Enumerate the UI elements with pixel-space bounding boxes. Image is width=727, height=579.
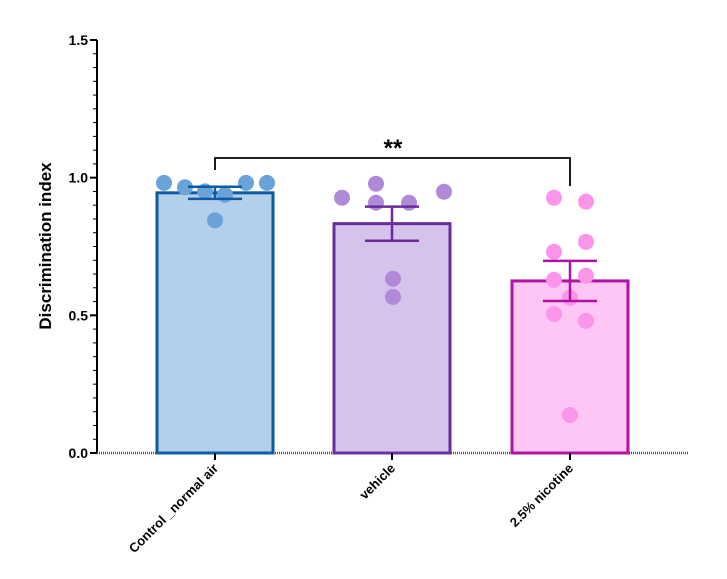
data-point bbox=[546, 189, 562, 206]
data-point bbox=[368, 194, 384, 211]
y-tick-label: 0.0 bbox=[69, 445, 89, 461]
data-point bbox=[546, 271, 562, 288]
data-point bbox=[578, 312, 594, 329]
data-point bbox=[217, 186, 233, 203]
data-point bbox=[156, 174, 172, 191]
bar bbox=[510, 279, 630, 455]
data-point bbox=[238, 174, 254, 191]
bar bbox=[332, 222, 452, 455]
x-tick-label: vehicle bbox=[356, 461, 398, 503]
y-tick-label: 1.5 bbox=[69, 32, 89, 48]
x-tick-label: Control _normal air bbox=[126, 461, 221, 556]
significance-label: ** bbox=[384, 135, 403, 162]
data-point bbox=[546, 305, 562, 322]
bar bbox=[155, 191, 275, 455]
data-point bbox=[368, 175, 384, 192]
data-point bbox=[436, 183, 452, 200]
data-point bbox=[546, 243, 562, 260]
y-axis-label: Discrimination index bbox=[36, 162, 55, 330]
data-point bbox=[578, 233, 594, 250]
data-point bbox=[385, 288, 401, 305]
x-tick-label: 2.5% nicotine bbox=[507, 461, 576, 530]
data-point bbox=[207, 212, 223, 229]
data-point bbox=[177, 179, 193, 196]
data-point bbox=[562, 407, 578, 424]
y-tick-label: 0.5 bbox=[69, 307, 89, 323]
data-point bbox=[334, 189, 350, 206]
y-tick-label: 1.0 bbox=[69, 170, 89, 186]
data-point bbox=[578, 267, 594, 284]
data-point bbox=[401, 194, 417, 211]
data-point bbox=[385, 270, 401, 287]
significance-bracket bbox=[214, 157, 571, 186]
data-point bbox=[259, 174, 275, 191]
data-point bbox=[578, 193, 594, 210]
